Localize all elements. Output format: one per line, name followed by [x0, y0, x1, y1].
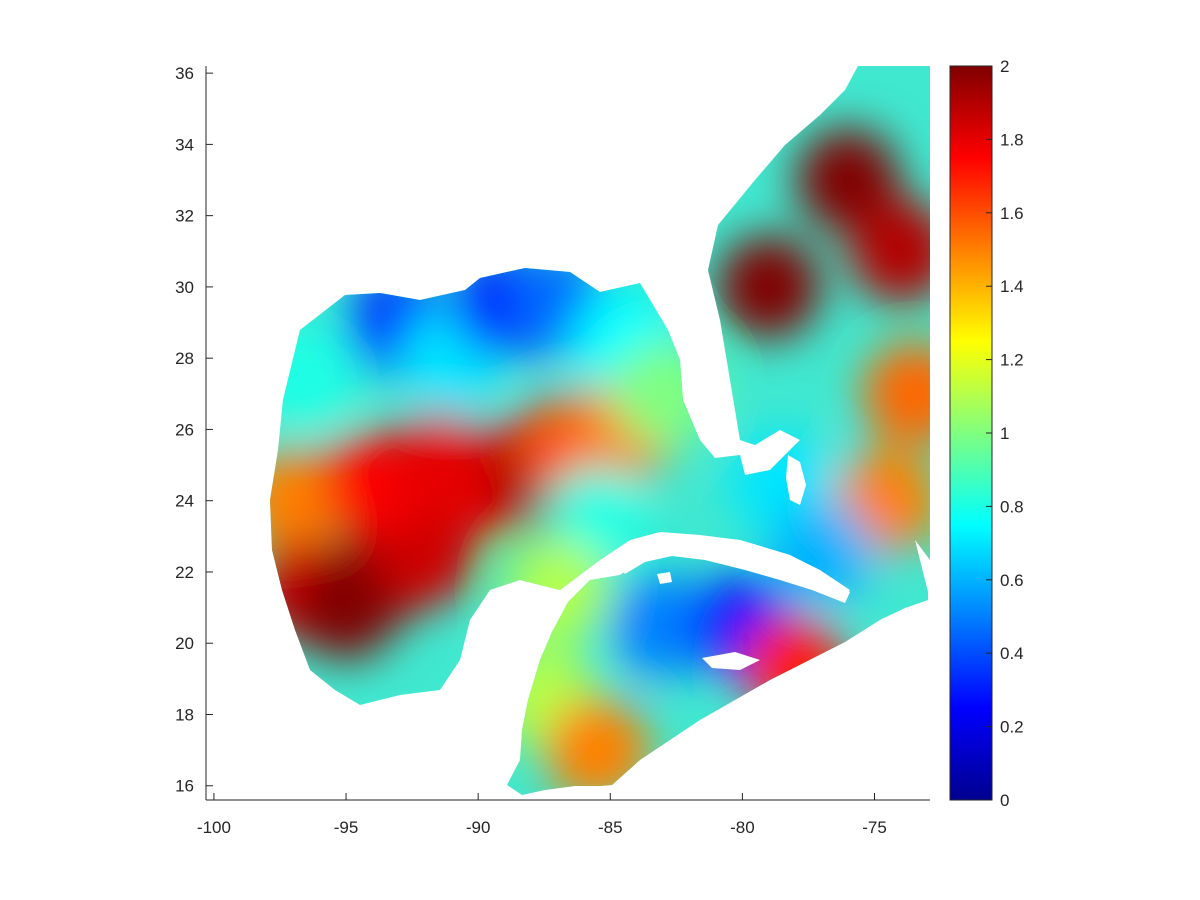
colorbar-tick-label: 0.4 — [1000, 644, 1024, 663]
y-tick-label: 26 — [175, 420, 194, 439]
x-tick-label: -75 — [862, 818, 887, 837]
x-tick-label: -95 — [334, 818, 359, 837]
colorbar-tick-label: 0.8 — [1000, 497, 1024, 516]
y-tick-label: 36 — [175, 64, 194, 83]
colorbar-tick-label: 1.4 — [1000, 277, 1024, 296]
y-tick-label: 22 — [175, 563, 194, 582]
colorbar-tick-label: 0 — [1000, 791, 1009, 810]
colorbar-tick-label: 1.8 — [1000, 130, 1024, 149]
y-tick-label: 24 — [175, 492, 194, 511]
colorbar-tick-label: 0.6 — [1000, 571, 1024, 590]
colorbar-tick-label: 1 — [1000, 424, 1009, 443]
x-tick-label: -100 — [197, 818, 231, 837]
x-tick-label: -85 — [598, 818, 623, 837]
heatmap-cell-29 — [862, 341, 930, 446]
heatmap-cell-28 — [848, 199, 930, 304]
heatmap-cell-23 — [611, 573, 716, 678]
colorbar-tick-label: 1.2 — [1000, 351, 1024, 370]
colorbar-ticks: 0 0.2 0.4 0.6 0.8 1 1.2 1.4 1.6 1.8 2 — [986, 57, 1024, 810]
cayman-land — [657, 572, 672, 584]
heatmap-cell-4 — [373, 502, 478, 607]
y-axis-ticks: 16 18 20 22 24 26 28 30 32 34 36 — [175, 64, 213, 796]
land-masses — [618, 455, 850, 670]
x-tick-label: -90 — [466, 818, 491, 837]
heatmap-cell-26 — [716, 234, 821, 339]
y-tick-label: 28 — [175, 349, 194, 368]
colorbar-tick-label: 2 — [1000, 57, 1009, 76]
x-tick-label: -80 — [730, 818, 755, 837]
axes — [205, 66, 930, 801]
colorbar-tick-label: 0.2 — [1000, 718, 1024, 737]
x-axis-ticks: -100 -95 -90 -85 -80 -75 — [197, 793, 887, 837]
y-tick-label: 30 — [175, 278, 194, 297]
y-tick-label: 16 — [175, 777, 194, 796]
y-tick-label: 32 — [175, 207, 194, 226]
y-tick-label: 20 — [175, 634, 194, 653]
colorbar — [949, 65, 993, 801]
andros-island — [786, 455, 806, 505]
jamaica-land — [702, 652, 760, 670]
heatmap-cell-0 — [270, 448, 346, 553]
y-tick-label: 34 — [175, 135, 194, 154]
colorbar-tick-label: 1.6 — [1000, 204, 1024, 223]
y-tick-label: 18 — [175, 705, 194, 724]
cuba-land — [618, 535, 850, 603]
heatmap-cell-27 — [796, 128, 901, 233]
